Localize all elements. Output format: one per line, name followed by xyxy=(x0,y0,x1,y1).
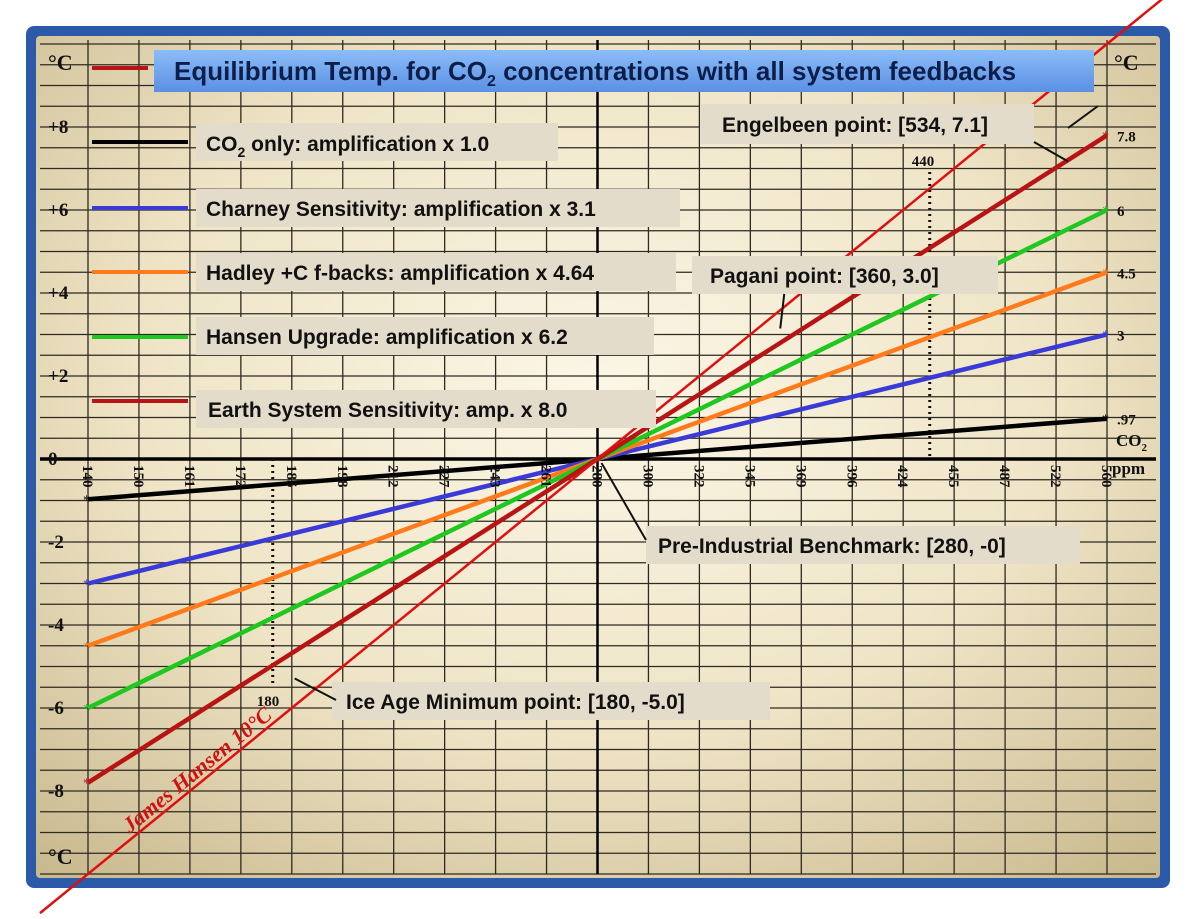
series-end-marker: * xyxy=(1102,204,1109,219)
x-tick-label: 300 xyxy=(639,465,655,488)
x-tick-label: 455 xyxy=(945,465,961,488)
series-end-marker: * xyxy=(1102,329,1109,344)
y-tick-label: +2 xyxy=(48,366,68,387)
reference-label-180: 180 xyxy=(257,694,280,710)
series-end-marker: * xyxy=(83,702,90,717)
legend-item-charney: Charney Sensitivity: amplification x 3.1 xyxy=(92,189,680,227)
series-end-label: 3 xyxy=(1117,329,1125,345)
svg-text:Charney Sensitivity: amplifica: Charney Sensitivity: amplification x 3.1 xyxy=(206,198,596,221)
series-end-label: 4.5 xyxy=(1117,266,1136,282)
series-end-label: .97 xyxy=(1117,413,1136,429)
x-tick-label: 198 xyxy=(334,465,350,488)
x-unit-ppm: ppm xyxy=(1112,459,1145,478)
x-tick-label: 243 xyxy=(487,465,503,488)
y-tick-label: -4 xyxy=(48,615,64,636)
series-end-marker: * xyxy=(83,493,90,508)
svg-text:Hansen Upgrade: amplification: Hansen Upgrade: amplification x 6.2 xyxy=(206,326,568,349)
x-tick-label: 212 xyxy=(385,465,401,488)
legend-item-hansen-upgrade: Hansen Upgrade: amplification x 6.2 xyxy=(92,317,654,355)
x-tick-label: 185 xyxy=(283,465,299,488)
x-tick-label: 322 xyxy=(690,465,706,488)
tick-labels: 140 150 161 172 185 198 212 227 243 261 280 300 322 3… xyxy=(48,117,1114,802)
annotation-ice-age: Ice Age Minimum point: [180, -5.0] xyxy=(294,677,770,720)
x-tick-label: 150 xyxy=(130,465,146,488)
x-tick-label: 161 xyxy=(181,465,197,488)
y-tick-label: +4 xyxy=(48,283,69,304)
x-tick-label: 227 xyxy=(436,465,452,488)
series-end-marker: * xyxy=(83,640,90,655)
y-tick-label: -2 xyxy=(48,532,64,553)
annotation-pre-industrial: Pre-Industrial Benchmark: [280, -0] xyxy=(600,462,1080,564)
legend: CO2 only: amplification x 1.0 Charney Se… xyxy=(92,123,680,428)
series-end-marker: * xyxy=(1102,413,1109,428)
y-tick-label: 0 xyxy=(48,449,58,470)
reference-lines: 440 180 xyxy=(257,154,935,710)
annotation-pagani: Pagani point: [360, 3.0] xyxy=(692,256,998,329)
unit-right-top: °C xyxy=(1114,50,1139,75)
series-end-marker: * xyxy=(1102,266,1109,281)
x-tick-label: 280 xyxy=(589,465,605,488)
x-tick-label: 369 xyxy=(792,465,808,488)
y-tick-label: -6 xyxy=(48,698,64,719)
legend-item-co2-only: CO2 only: amplification x 1.0 xyxy=(92,123,558,161)
x-tick-label: 140 xyxy=(79,465,95,488)
svg-text:Engelbeen point: [534, 7.1]: Engelbeen point: [534, 7.1] xyxy=(722,114,988,137)
unit-left-bottom: °C xyxy=(48,844,73,869)
x-tick-label: 261 xyxy=(538,465,554,488)
legend-item-earth-system: Earth System Sensitivity: amp. x 8.0 xyxy=(92,390,656,428)
y-tick-label: -8 xyxy=(48,781,64,802)
svg-text:Earth System Sensitivity: amp.: Earth System Sensitivity: amp. x 8.0 xyxy=(208,399,567,422)
y-tick-label: +8 xyxy=(48,117,68,138)
x-tick-label: 424 xyxy=(894,465,910,488)
title-box: Equilibrium Temp. for CO2 concentrations… xyxy=(92,50,1094,92)
x-tick-label: 345 xyxy=(741,465,757,488)
x-tick-label: 487 xyxy=(996,465,1012,488)
svg-text:Pre-Industrial Benchmark: [280: Pre-Industrial Benchmark: [280, -0] xyxy=(658,535,1006,558)
legend-item-hadley: Hadley +C f-backs: amplification x 4.64 xyxy=(92,253,676,291)
x-tick-label: 560 xyxy=(1098,465,1114,488)
chart-title: Equilibrium Temp. for CO2 concentrations… xyxy=(174,56,1016,90)
series-end-label: 6 xyxy=(1117,204,1125,220)
x-tick-label: 172 xyxy=(232,465,248,488)
annotation-engelbeen: Engelbeen point: [534, 7.1] xyxy=(700,104,1099,163)
series-end-marker: * xyxy=(83,578,90,593)
series-end-marker: * xyxy=(1102,129,1109,144)
x-tick-label: 396 xyxy=(843,465,859,488)
svg-text:CO2 only: amplification x 1.0: CO2 only: amplification x 1.0 xyxy=(206,133,489,160)
svg-text:Ice Age Minimum point: [180, -: Ice Age Minimum point: [180, -5.0] xyxy=(346,691,685,714)
svg-text:Pagani point: [360, 3.0]: Pagani point: [360, 3.0] xyxy=(710,265,939,288)
series-end-marker: * xyxy=(83,777,90,792)
svg-text:Hadley +C f-backs: amplificati: Hadley +C f-backs: amplification x 4.64 xyxy=(206,262,594,285)
reference-label-440: 440 xyxy=(912,154,935,170)
series-lines: * * .97 * * 3 * * 4.5 * * 6 * * 7.8 xyxy=(39,0,1163,915)
unit-left-top: °C xyxy=(48,50,73,75)
series-end-label: 7.8 xyxy=(1117,129,1136,145)
y-tick-label: +6 xyxy=(48,200,68,221)
x-unit-co2: CO2 xyxy=(1116,431,1148,454)
x-tick-label: 522 xyxy=(1047,465,1063,488)
